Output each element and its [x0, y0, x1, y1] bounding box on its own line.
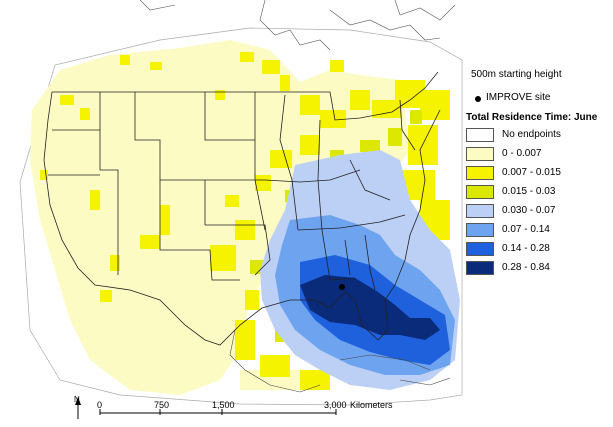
improve-site-marker	[339, 284, 345, 290]
legend-class-label: 0.14 - 0.28	[502, 243, 550, 254]
legend-swatch	[466, 204, 494, 218]
site-dot-icon	[475, 96, 481, 102]
legend-class-label: 0.015 - 0.03	[502, 186, 556, 197]
legend-swatch	[466, 147, 494, 161]
scale-bar: N 0 750 1,500 3,000 Kilometers	[0, 395, 440, 425]
southern-coastlines	[229, 329, 451, 393]
scale-tick-label: 1,500	[212, 400, 235, 410]
legend-class-label: No endpoints	[502, 129, 561, 140]
legend-swatch	[466, 261, 494, 275]
improve-site-label: IMPROVE site	[486, 92, 551, 103]
legend-class-label: 0.030 - 0.07	[502, 205, 556, 216]
north-label: N	[74, 395, 80, 404]
legend-swatch	[466, 128, 494, 142]
legend-class-label: 0.007 - 0.015	[502, 167, 561, 178]
northern-coastlines	[139, 0, 456, 51]
starting-height-label: 500m starting height	[471, 69, 562, 80]
legend-swatch	[466, 242, 494, 256]
scale-bar-graphic	[75, 397, 337, 419]
legend-class-label: 0 - 0.007	[502, 148, 542, 159]
political-boundaries	[43, 71, 441, 346]
scale-unit-label: Kilometers	[350, 400, 393, 410]
scale-tick-label: 750	[154, 400, 170, 410]
peak-residence-region	[300, 275, 440, 340]
moderate-cell	[298, 200, 322, 218]
scale-tick-label: 3,000	[324, 400, 347, 410]
legend-swatch	[466, 166, 494, 180]
legend-title: Total Residence Time: June	[466, 112, 598, 123]
medium-low-cells	[40, 52, 450, 390]
legend-class-label: 0.28 - 0.84	[502, 262, 550, 273]
legend-swatch	[466, 223, 494, 237]
legend-class-label: 0.07 - 0.14	[502, 224, 550, 235]
legend-swatch	[466, 185, 494, 199]
scale-tick-label: 0	[97, 400, 103, 410]
north-arrow-icon	[75, 397, 81, 405]
